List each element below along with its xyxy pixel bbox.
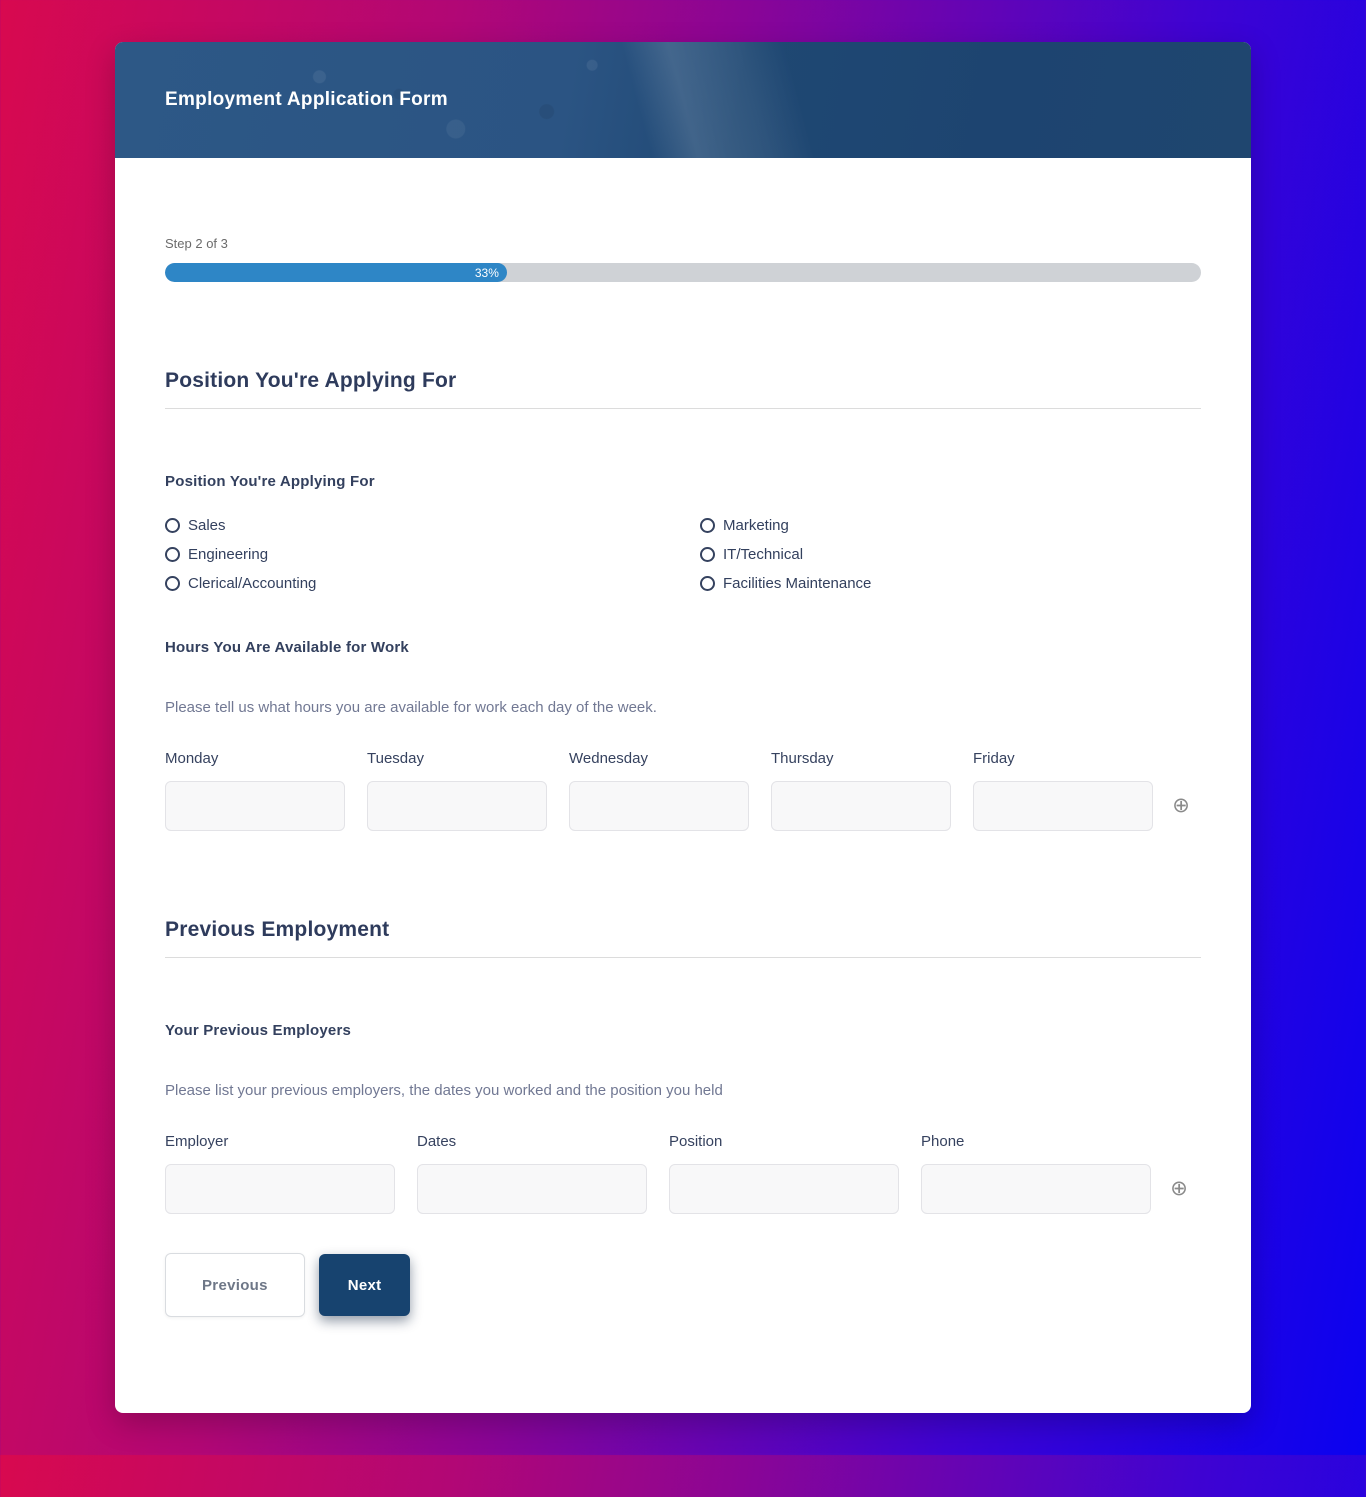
hours-field-monday: Monday — [165, 750, 345, 831]
radio-icon[interactable] — [700, 518, 715, 533]
radio-option-engineering[interactable]: Engineering — [165, 546, 700, 563]
radio-label: Marketing — [723, 517, 789, 534]
progress-bar: 33% — [165, 263, 1201, 282]
dates-input[interactable] — [417, 1164, 647, 1214]
form-header: Employment Application Form — [115, 42, 1251, 158]
radio-icon[interactable] — [700, 576, 715, 591]
field-label: Dates — [417, 1133, 457, 1150]
position-input[interactable] — [669, 1164, 899, 1214]
form-card: Employment Application Form Step 2 of 3 … — [115, 42, 1251, 1413]
radio-option-sales[interactable]: Sales — [165, 517, 700, 534]
field-label: Monday — [165, 750, 219, 767]
section-heading-previous-employment: Previous Employment — [165, 918, 1201, 958]
form-navigation: Previous Next — [165, 1253, 1201, 1317]
field-label: Thursday — [771, 750, 834, 767]
friday-hours-input[interactable] — [973, 781, 1153, 831]
employment-field-employer: Employer — [165, 1133, 395, 1214]
progress-percent-label: 33% — [474, 265, 499, 280]
field-label: Tuesday — [367, 750, 424, 767]
radio-icon[interactable] — [165, 547, 180, 562]
phone-input[interactable] — [921, 1164, 1151, 1214]
field-label: Friday — [973, 750, 1015, 767]
previous-employers-description: Please list your previous employers, the… — [165, 1082, 723, 1099]
position-group-label: Position You're Applying For — [165, 473, 375, 490]
next-button[interactable]: Next — [318, 1254, 411, 1316]
radio-label: Engineering — [188, 546, 269, 563]
employment-field-dates: Dates — [417, 1133, 647, 1214]
radio-icon[interactable] — [700, 547, 715, 562]
hours-field-wednesday: Wednesday — [569, 750, 749, 831]
hours-description: Please tell us what hours you are availa… — [165, 699, 657, 716]
wednesday-hours-input[interactable] — [569, 781, 749, 831]
step-label: Step 2 of 3 — [165, 236, 228, 251]
radio-label: Sales — [188, 517, 226, 534]
progress-bar-fill: 33% — [165, 263, 507, 282]
employment-field-position: Position — [669, 1133, 899, 1214]
hours-field-friday: Friday — [973, 750, 1153, 831]
employment-fields-row: Employer Dates Position Phone ⊕ — [165, 1133, 1201, 1214]
hours-field-thursday: Thursday — [771, 750, 951, 831]
employment-field-phone: Phone — [921, 1133, 1151, 1214]
form-content: Step 2 of 3 33% Position You're Applying… — [115, 158, 1251, 1413]
thursday-hours-input[interactable] — [771, 781, 951, 831]
radio-icon[interactable] — [165, 576, 180, 591]
radio-icon[interactable] — [165, 518, 180, 533]
previous-employers-group-label: Your Previous Employers — [165, 1022, 352, 1039]
field-label: Position — [669, 1133, 723, 1150]
radio-option-it-technical[interactable]: IT/Technical — [700, 546, 1201, 563]
employer-input[interactable] — [165, 1164, 395, 1214]
field-label: Wednesday — [569, 750, 648, 767]
hours-fields-row: Monday Tuesday Wednesday Thursday Friday… — [165, 750, 1201, 831]
monday-hours-input[interactable] — [165, 781, 345, 831]
progress-section: Step 2 of 3 33% — [165, 158, 1201, 282]
field-label: Employer — [165, 1133, 229, 1150]
radio-label: IT/Technical — [723, 546, 804, 563]
hours-group-label: Hours You Are Available for Work — [165, 639, 409, 656]
position-radio-group: Sales Engineering Clerical/Accounting Ma… — [165, 511, 1201, 598]
add-hours-row-icon[interactable]: ⊕ — [1170, 794, 1192, 816]
radio-option-clerical-accounting[interactable]: Clerical/Accounting — [165, 575, 700, 592]
radio-option-facilities-maintenance[interactable]: Facilities Maintenance — [700, 575, 1201, 592]
radio-label: Clerical/Accounting — [188, 575, 317, 592]
field-label: Phone — [921, 1133, 965, 1150]
add-employment-row-icon[interactable]: ⊕ — [1168, 1177, 1190, 1199]
radio-label: Facilities Maintenance — [723, 575, 872, 592]
form-title: Employment Application Form — [165, 89, 448, 110]
tuesday-hours-input[interactable] — [367, 781, 547, 831]
previous-button[interactable]: Previous — [165, 1253, 305, 1317]
section-heading-position: Position You're Applying For — [165, 369, 1201, 409]
hours-field-tuesday: Tuesday — [367, 750, 547, 831]
radio-option-marketing[interactable]: Marketing — [700, 517, 1201, 534]
